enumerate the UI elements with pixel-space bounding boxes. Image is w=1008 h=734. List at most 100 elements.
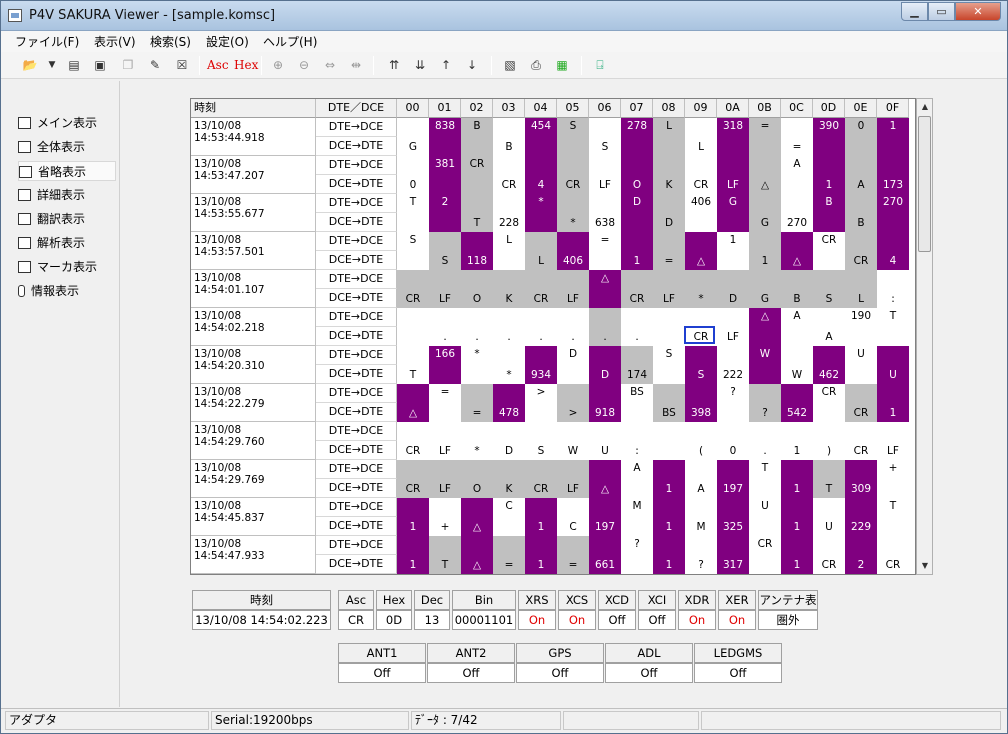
byte-cell[interactable] — [493, 460, 525, 479]
byte-cell[interactable] — [621, 137, 653, 156]
byte-cell[interactable]: 318 — [717, 118, 749, 137]
byte-cell[interactable]: 278 — [621, 118, 653, 137]
byte-cell[interactable] — [461, 194, 493, 213]
byte-cell[interactable] — [557, 270, 589, 289]
minimize-button[interactable]: ▁ — [901, 2, 928, 21]
byte-cell[interactable] — [397, 422, 429, 441]
byte-cell[interactable] — [589, 251, 621, 270]
byte-cell[interactable]: = — [781, 137, 813, 156]
byte-cell[interactable] — [621, 156, 653, 175]
byte-cell[interactable] — [717, 270, 749, 289]
byte-cell[interactable] — [557, 422, 589, 441]
byte-cell[interactable]: D — [621, 194, 653, 213]
byte-cell[interactable]: 317 — [717, 555, 749, 574]
byte-cell[interactable] — [429, 175, 461, 194]
byte-cell[interactable]: CR — [525, 479, 557, 498]
nav-main-view[interactable]: メイン表示 — [18, 113, 116, 133]
byte-cell[interactable] — [461, 536, 493, 555]
byte-cell[interactable] — [813, 308, 845, 327]
byte-cell[interactable] — [397, 384, 429, 403]
byte-cell[interactable]: L — [845, 289, 877, 308]
maximize-button[interactable]: ▭ — [928, 2, 955, 21]
print-icon[interactable]: ⎙ — [531, 58, 541, 72]
byte-cell[interactable]: L — [493, 232, 525, 251]
byte-cell[interactable] — [685, 422, 717, 441]
byte-cell[interactable] — [877, 137, 909, 156]
byte-cell[interactable]: : — [621, 441, 653, 460]
byte-cell[interactable] — [717, 460, 749, 479]
byte-cell[interactable] — [397, 308, 429, 327]
open-file-icon[interactable]: ▤ — [68, 58, 80, 72]
byte-cell[interactable]: LF — [557, 479, 589, 498]
byte-cell[interactable]: 197 — [717, 479, 749, 498]
byte-cell[interactable] — [461, 365, 493, 384]
byte-cell[interactable]: 390 — [813, 118, 845, 137]
byte-cell[interactable]: 1 — [525, 517, 557, 536]
byte-cell[interactable]: 1 — [749, 251, 781, 270]
byte-cell[interactable] — [589, 194, 621, 213]
byte-cell[interactable] — [621, 422, 653, 441]
byte-cell[interactable] — [685, 308, 717, 327]
byte-cell[interactable]: 229 — [845, 517, 877, 536]
byte-cell[interactable]: * — [525, 194, 557, 213]
byte-cell[interactable] — [845, 384, 877, 403]
byte-cell[interactable]: D — [589, 365, 621, 384]
byte-cell[interactable]: △ — [749, 175, 781, 194]
byte-cell[interactable] — [781, 327, 813, 346]
byte-cell[interactable]: M — [685, 517, 717, 536]
byte-cell[interactable]: 1 — [397, 517, 429, 536]
byte-cell[interactable] — [429, 213, 461, 232]
byte-cell[interactable]: 1 — [781, 479, 813, 498]
byte-cell[interactable]: D — [493, 441, 525, 460]
byte-cell[interactable] — [589, 308, 621, 327]
byte-cell[interactable]: 1 — [813, 175, 845, 194]
byte-cell[interactable] — [653, 384, 685, 403]
asc-button[interactable]: Asc — [207, 58, 229, 72]
row-timestamp[interactable]: 13/10/08 14:53:57.501 — [191, 232, 316, 270]
byte-cell[interactable]: CR — [461, 156, 493, 175]
byte-cell[interactable]: D — [717, 289, 749, 308]
byte-cell[interactable] — [813, 251, 845, 270]
byte-cell[interactable] — [877, 536, 909, 555]
byte-cell[interactable] — [525, 346, 557, 365]
byte-cell[interactable] — [749, 365, 781, 384]
byte-cell[interactable]: 270 — [781, 213, 813, 232]
byte-cell[interactable] — [717, 498, 749, 517]
byte-cell[interactable]: LF — [717, 175, 749, 194]
byte-cell[interactable]: 2 — [845, 555, 877, 574]
byte-cell[interactable] — [685, 213, 717, 232]
byte-cell[interactable]: △ — [589, 270, 621, 289]
byte-cell[interactable]: B — [461, 118, 493, 137]
open-folder-icon[interactable]: 📂 — [22, 58, 38, 72]
byte-cell[interactable]: C — [557, 517, 589, 536]
row-timestamp[interactable]: 13/10/08 14:54:47.933 — [191, 536, 316, 574]
byte-cell[interactable]: 174 — [621, 365, 653, 384]
byte-cell[interactable] — [397, 346, 429, 365]
byte-cell[interactable] — [813, 346, 845, 365]
byte-cell[interactable] — [493, 346, 525, 365]
byte-cell[interactable] — [525, 213, 557, 232]
byte-cell[interactable] — [749, 555, 781, 574]
byte-cell[interactable] — [685, 460, 717, 479]
byte-cell[interactable]: A — [685, 479, 717, 498]
byte-cell[interactable]: 918 — [589, 403, 621, 422]
byte-cell[interactable]: 406 — [557, 251, 589, 270]
byte-cell[interactable] — [397, 156, 429, 175]
byte-cell[interactable]: ? — [685, 555, 717, 574]
byte-cell[interactable]: 838 — [429, 118, 461, 137]
nav-marker-view[interactable]: マーカ表示 — [18, 257, 116, 277]
byte-cell[interactable] — [589, 536, 621, 555]
byte-cell[interactable] — [557, 365, 589, 384]
byte-cell[interactable] — [525, 270, 557, 289]
byte-cell[interactable] — [717, 308, 749, 327]
byte-cell[interactable]: 1 — [653, 555, 685, 574]
row-timestamp[interactable]: 13/10/08 14:54:29.769 — [191, 460, 316, 498]
byte-cell[interactable]: △ — [461, 517, 493, 536]
byte-cell[interactable] — [557, 232, 589, 251]
byte-cell[interactable]: > — [525, 384, 557, 403]
byte-cell[interactable]: 1 — [397, 555, 429, 574]
byte-cell[interactable] — [589, 118, 621, 137]
byte-cell[interactable] — [429, 270, 461, 289]
byte-cell[interactable]: CR — [877, 555, 909, 574]
byte-cell[interactable]: CR — [845, 441, 877, 460]
